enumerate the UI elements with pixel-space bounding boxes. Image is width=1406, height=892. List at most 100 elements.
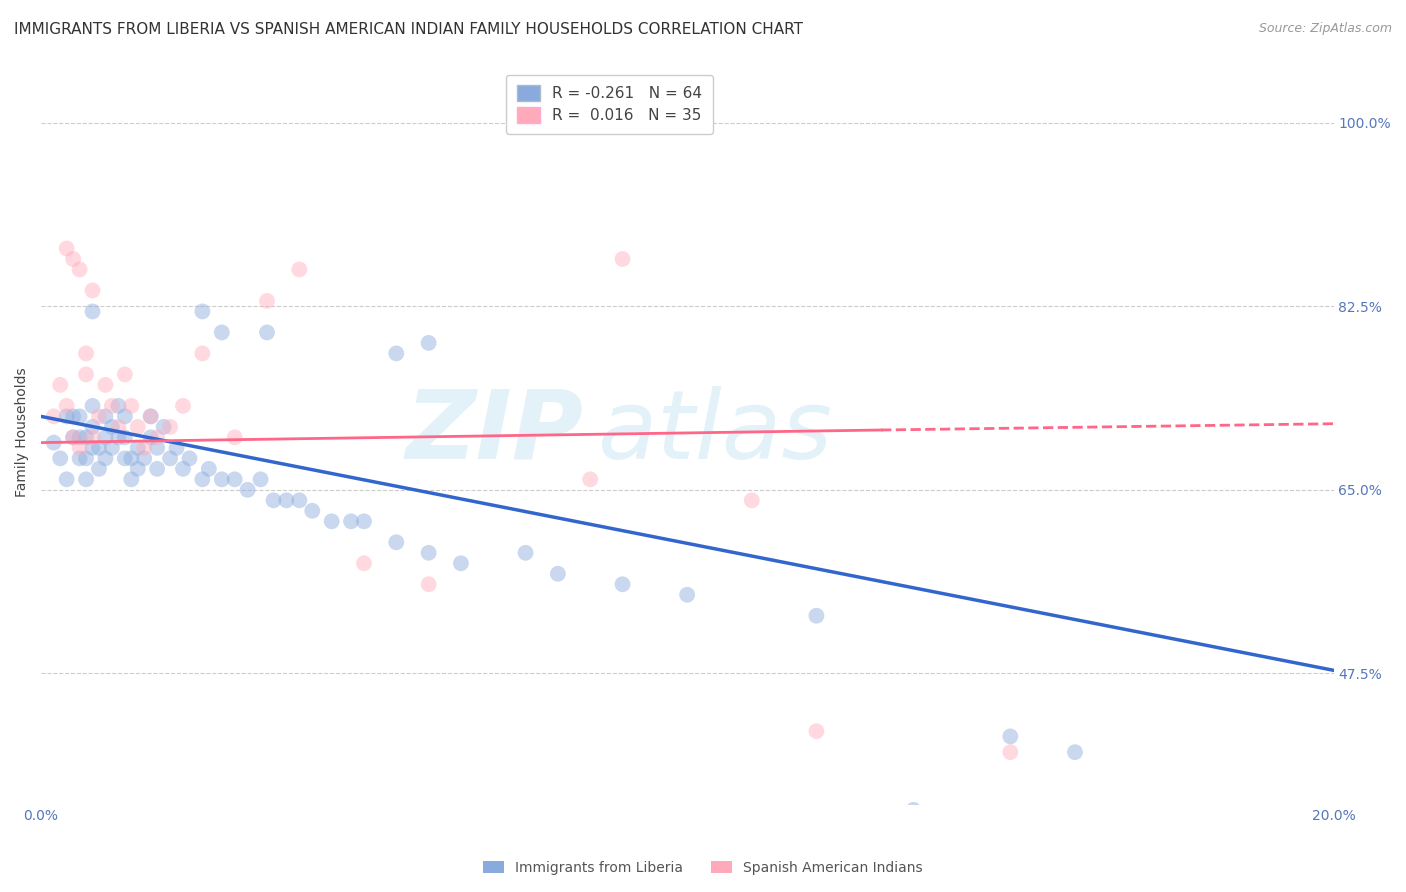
Point [288, 493, 311, 508]
Point [82, 441, 104, 455]
Point [353, 514, 375, 528]
Point [69, 430, 91, 444]
Point [62, 430, 84, 444]
Point [191, 346, 214, 360]
Point [806, 724, 828, 739]
Point [224, 472, 246, 486]
Point [55, 472, 77, 486]
Point [256, 293, 278, 308]
Point [62, 409, 84, 424]
Legend: Immigrants from Liberia, Spanish American Indians: Immigrants from Liberia, Spanish America… [478, 855, 928, 880]
Y-axis label: Family Households: Family Households [15, 368, 30, 497]
Point [94, 451, 117, 466]
Point [75, 472, 97, 486]
Point [114, 451, 136, 466]
Text: ZIP: ZIP [406, 385, 583, 479]
Point [139, 409, 162, 424]
Point [903, 803, 925, 817]
Point [87, 441, 110, 455]
Point [82, 284, 104, 298]
Point [42, 409, 65, 424]
Point [87, 462, 110, 476]
Point [276, 493, 298, 508]
Point [75, 368, 97, 382]
Point [82, 399, 104, 413]
Point [107, 420, 129, 434]
Point [69, 451, 91, 466]
Point [107, 430, 129, 444]
Point [256, 326, 278, 340]
Point [69, 441, 91, 455]
Point [211, 326, 233, 340]
Point [211, 472, 233, 486]
Point [146, 441, 169, 455]
Point [139, 430, 162, 444]
Point [87, 409, 110, 424]
Point [547, 566, 569, 581]
Point [75, 346, 97, 360]
Point [82, 430, 104, 444]
Text: atlas: atlas [596, 385, 832, 479]
Point [82, 420, 104, 434]
Point [191, 304, 214, 318]
Point [69, 409, 91, 424]
Point [321, 514, 343, 528]
Point [418, 335, 440, 350]
Point [42, 435, 65, 450]
Point [579, 472, 602, 486]
Point [101, 420, 124, 434]
Point [612, 577, 634, 591]
Point [94, 409, 117, 424]
Point [107, 399, 129, 413]
Point [159, 451, 181, 466]
Point [249, 472, 271, 486]
Point [353, 556, 375, 570]
Point [385, 535, 408, 549]
Point [1064, 745, 1087, 759]
Point [172, 462, 194, 476]
Point [741, 493, 763, 508]
Point [62, 430, 84, 444]
Point [152, 420, 174, 434]
Point [127, 420, 149, 434]
Point [75, 451, 97, 466]
Point [450, 556, 472, 570]
Point [94, 430, 117, 444]
Point [127, 462, 149, 476]
Point [139, 409, 162, 424]
Point [146, 462, 169, 476]
Point [69, 262, 91, 277]
Point [55, 242, 77, 256]
Point [385, 346, 408, 360]
Point [82, 304, 104, 318]
Legend: R = -0.261   N = 64, R =  0.016   N = 35: R = -0.261 N = 64, R = 0.016 N = 35 [506, 75, 713, 134]
Point [49, 377, 72, 392]
Point [179, 451, 201, 466]
Point [55, 399, 77, 413]
Point [172, 399, 194, 413]
Point [62, 252, 84, 266]
Point [612, 252, 634, 266]
Point [418, 577, 440, 591]
Point [288, 262, 311, 277]
Point [75, 430, 97, 444]
Point [236, 483, 259, 497]
Text: IMMIGRANTS FROM LIBERIA VS SPANISH AMERICAN INDIAN FAMILY HOUSEHOLDS CORRELATION: IMMIGRANTS FROM LIBERIA VS SPANISH AMERI… [14, 22, 803, 37]
Point [120, 472, 142, 486]
Point [1000, 730, 1022, 744]
Point [418, 546, 440, 560]
Point [166, 441, 188, 455]
Point [146, 430, 169, 444]
Point [224, 430, 246, 444]
Point [191, 472, 214, 486]
Text: Source: ZipAtlas.com: Source: ZipAtlas.com [1258, 22, 1392, 36]
Point [134, 451, 156, 466]
Point [134, 441, 156, 455]
Point [676, 588, 699, 602]
Point [1000, 745, 1022, 759]
Point [101, 441, 124, 455]
Point [120, 451, 142, 466]
Point [114, 368, 136, 382]
Point [120, 399, 142, 413]
Point [263, 493, 285, 508]
